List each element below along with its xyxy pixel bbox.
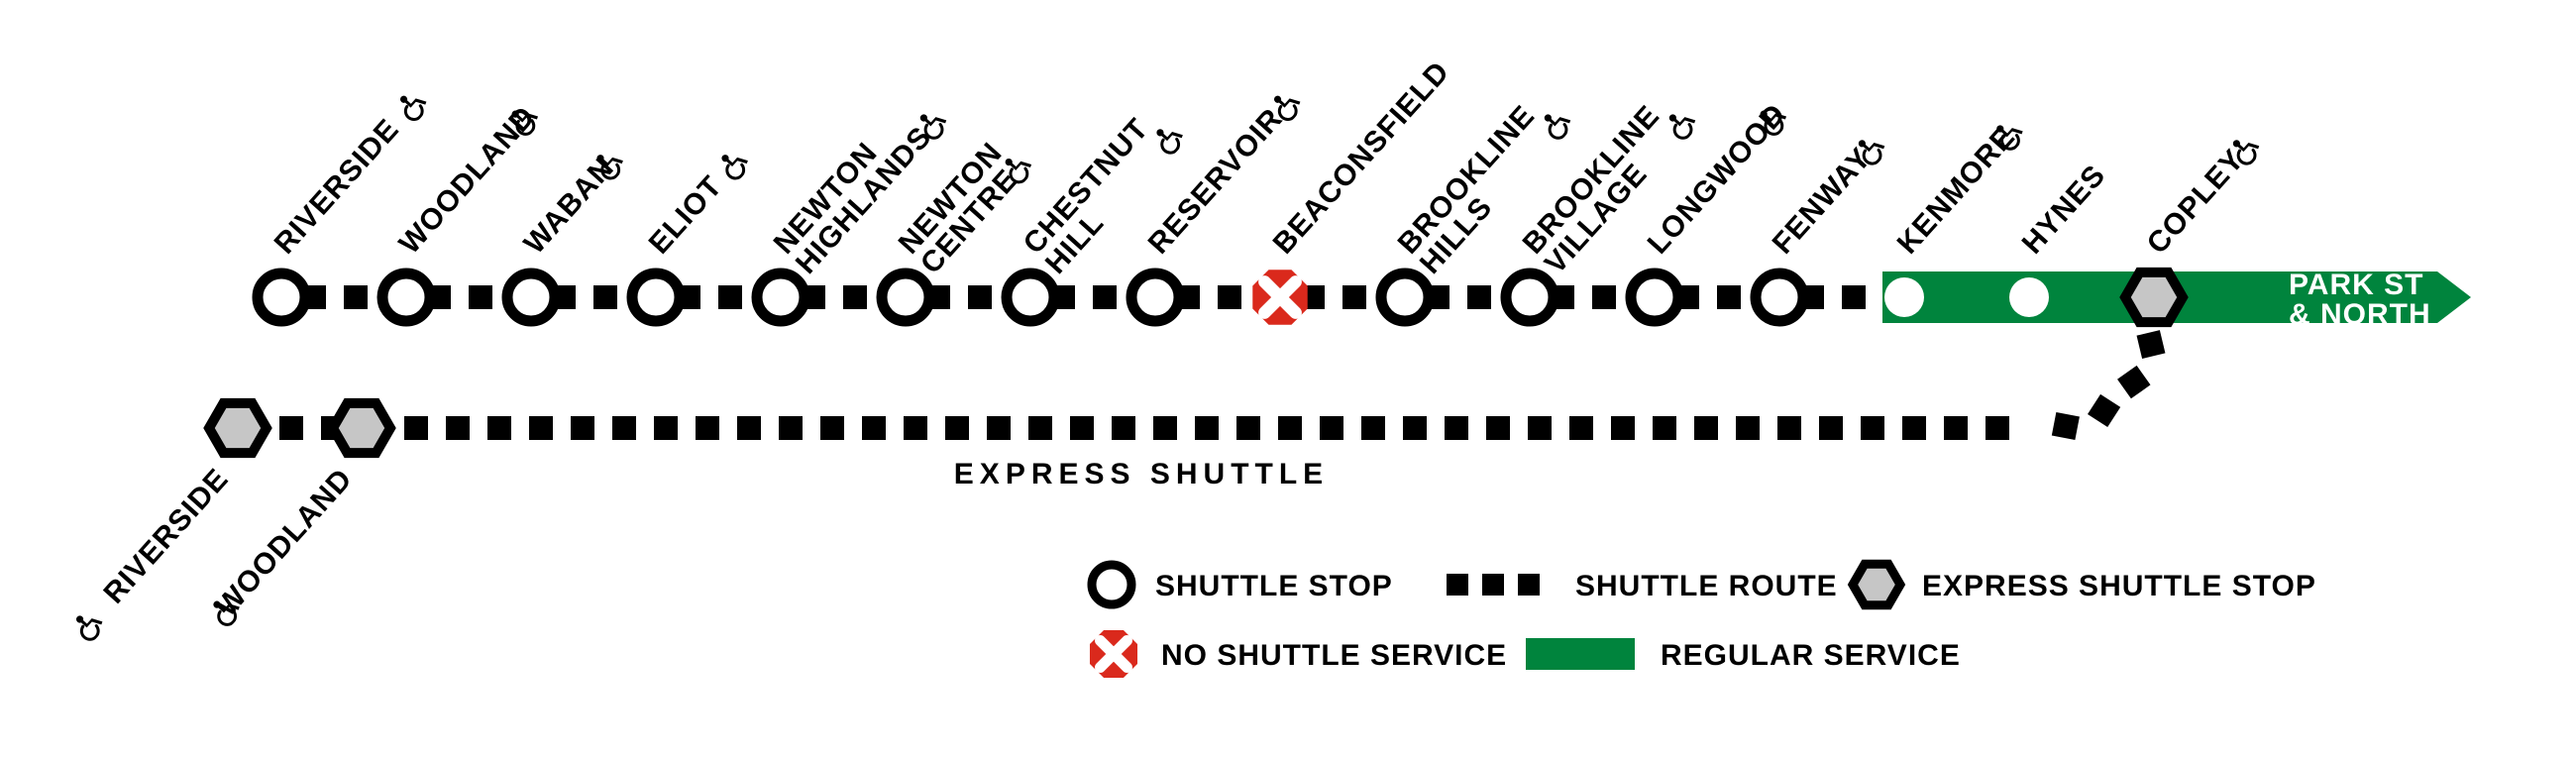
end-label: PARK ST& NORTH — [2289, 269, 2431, 331]
express-stop-icon — [2125, 272, 2183, 322]
no-service-icon — [1252, 270, 1307, 324]
station-label: COPLEY — [2141, 129, 2264, 261]
legend-label: SHUTTLE ROUTE — [1575, 570, 1838, 602]
no-service-icon — [1090, 630, 1137, 678]
svg-text:HYNES: HYNES — [2016, 159, 2112, 261]
legend-label: SHUTTLE STOP — [1155, 570, 1393, 602]
legend-item-no-service: NO SHUTTLE SERVICE — [1090, 630, 1507, 678]
svg-text:ELIOT: ELIOT — [643, 169, 729, 260]
shuttle-route-main — [261, 285, 1866, 309]
accessible-icon — [70, 607, 106, 643]
express-stop-icon — [1853, 564, 1900, 605]
legend-label: EXPRESS SHUTTLE STOP — [1922, 570, 2316, 602]
station-label: HYNES — [2016, 159, 2112, 261]
station-label: RIVERSIDE — [67, 463, 235, 644]
accessible-icon — [1664, 106, 1699, 142]
svg-text:CHESTNUTHILL: CHESTNUTHILL — [1018, 112, 1177, 279]
express-shuttle-route — [238, 330, 2165, 440]
legend-label: NO SHUTTLE SERVICE — [1161, 639, 1507, 672]
svg-text:RIVERSIDE: RIVERSIDE — [268, 113, 406, 261]
legend-label: REGULAR SERVICE — [1661, 639, 1961, 672]
legend-item-express-stop: EXPRESS SHUTTLE STOP — [1853, 564, 2316, 605]
legend-item-regular: REGULAR SERVICE — [1526, 638, 1961, 672]
accessible-icon — [715, 146, 751, 181]
accessible-icon — [1539, 106, 1574, 142]
transit-shuttle-diagram: RIVERSIDEWOODLANDWABANELIOTNEWTONHIGHLAN… — [0, 0, 2576, 760]
legend-item-shuttle-route: SHUTTLE ROUTE — [1447, 570, 1838, 602]
station-label: FENWAY — [1767, 129, 1889, 261]
accessible-icon — [1150, 120, 1186, 156]
svg-text:RIVERSIDE: RIVERSIDE — [97, 463, 235, 610]
station-label: ELIOT — [643, 143, 753, 260]
svg-text:FENWAY: FENWAY — [1767, 142, 1878, 261]
legend-item-shuttle-stop: SHUTTLE STOP — [1092, 565, 1393, 604]
legend: SHUTTLE STOP SHUTTLE ROUTE EXPRESS SHUTTLE… — [1090, 564, 2316, 678]
diagram-svg: RIVERSIDEWOODLANDWABANELIOTNEWTONHIGHLAN… — [0, 0, 2576, 760]
accessible-icon — [394, 87, 430, 123]
express-stop-icon — [209, 403, 267, 453]
station-label: KENMORE — [1891, 114, 2028, 261]
express-stop-icon — [333, 403, 390, 453]
svg-text:COPLEY: COPLEY — [2141, 143, 2251, 260]
svg-text:WABAN: WABAN — [518, 152, 621, 261]
stations-express: RIVERSIDEWOODLAND — [67, 403, 390, 644]
svg-text:RESERVOIR: RESERVOIR — [1142, 102, 1289, 261]
express-route-label: EXPRESS SHUTTLE — [954, 458, 1329, 490]
station-label: WABAN — [518, 143, 628, 260]
